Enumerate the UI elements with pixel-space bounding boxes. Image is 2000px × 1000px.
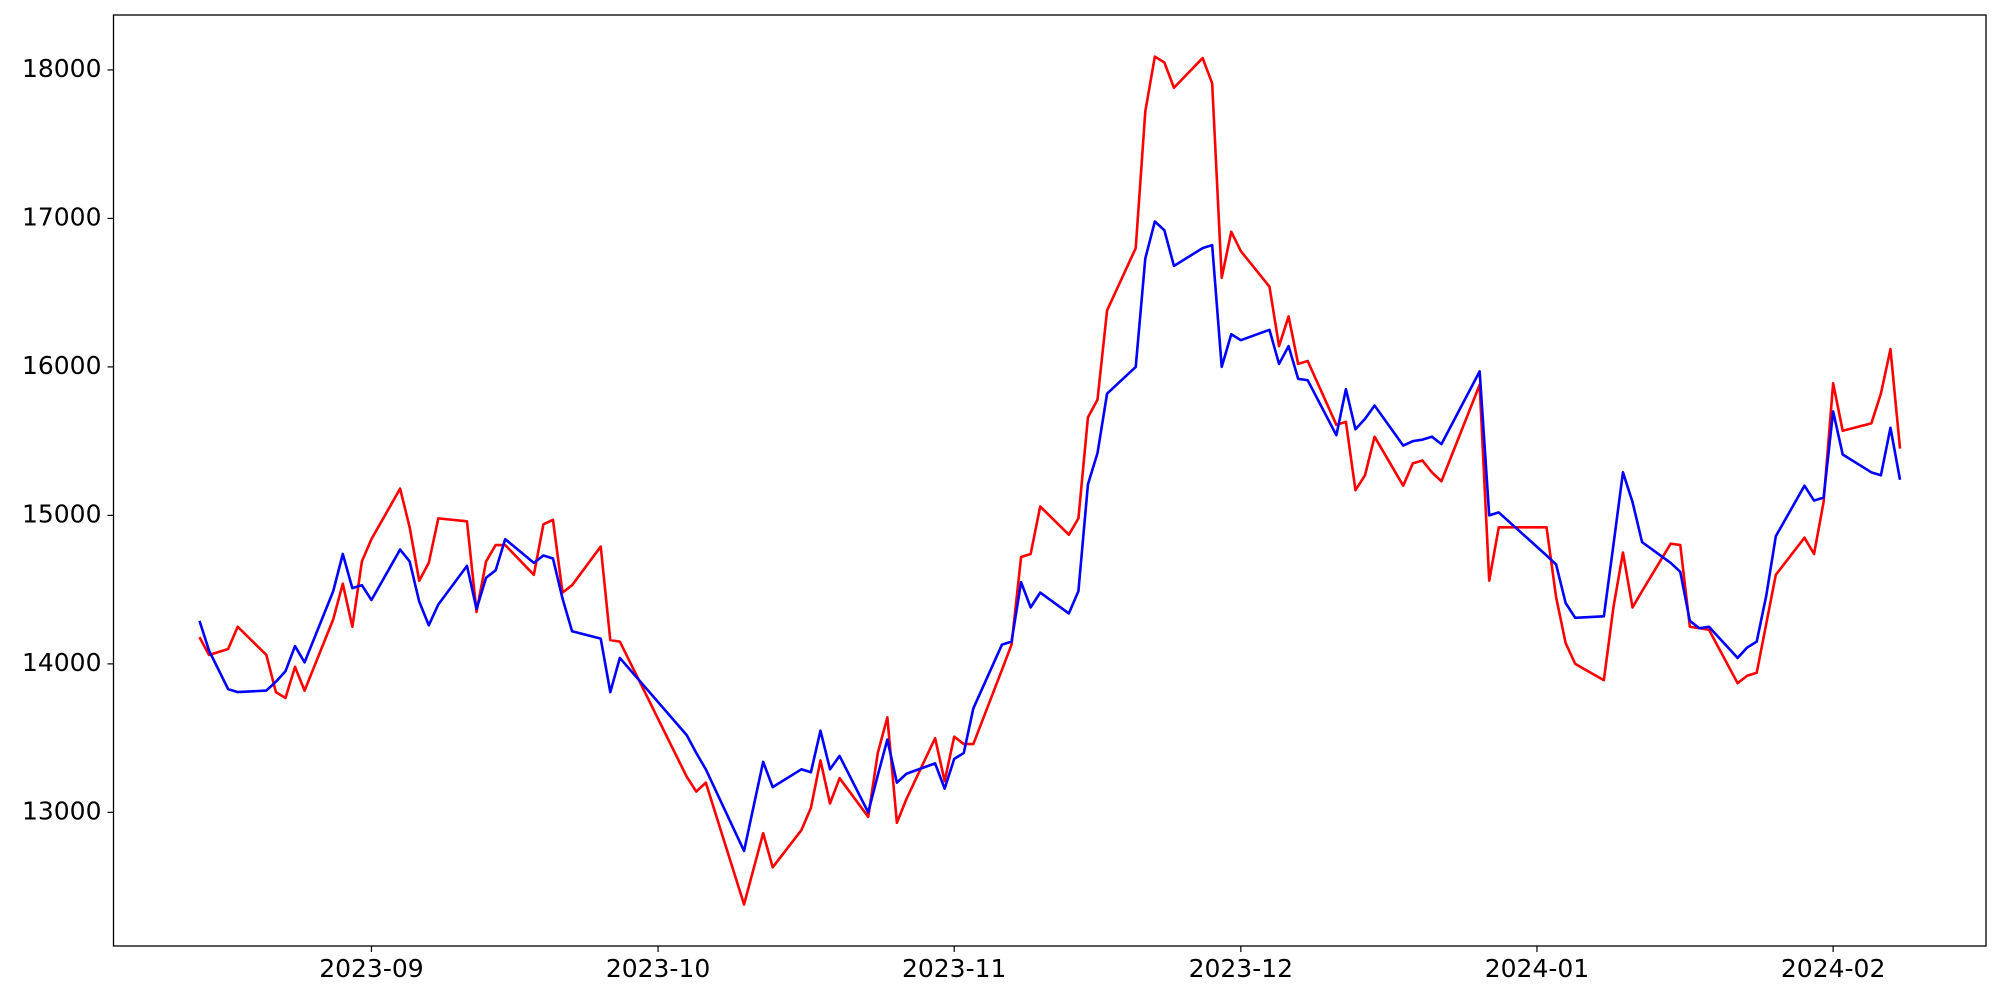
y-tick-label: 16000: [22, 351, 102, 380]
x-tick-label: 2023-11: [902, 954, 1006, 983]
x-tick-label: 2023-09: [319, 954, 423, 983]
y-tick-label: 17000: [22, 202, 102, 231]
y-tick-label: 15000: [22, 499, 102, 528]
plot-frame: [112, 14, 1987, 947]
series-line: [198, 220, 1902, 853]
series-line: [198, 55, 1902, 906]
x-tick-label: 2024-01: [1485, 954, 1589, 983]
y-tick-label: 18000: [22, 54, 102, 83]
y-tick-label: 14000: [22, 648, 102, 677]
x-tick-label: 2023-12: [1189, 954, 1293, 983]
y-tick-label: 13000: [22, 796, 102, 825]
x-tick-label: 2023-10: [606, 954, 710, 983]
x-tick-label: 2024-02: [1781, 954, 1885, 983]
